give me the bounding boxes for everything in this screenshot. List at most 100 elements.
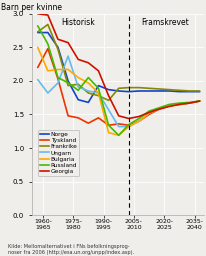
Bulgaria (147, 112, 150, 115)
Tyskland (36, 66, 39, 69)
Georgia (36, 12, 39, 15)
Norge (36, 31, 39, 34)
Russland (137, 117, 139, 120)
Norge (67, 79, 69, 82)
Tyskland (127, 124, 129, 127)
Georgia (56, 38, 59, 41)
Bulgaria (46, 69, 49, 72)
Russland (107, 124, 109, 127)
Ungarn (137, 120, 139, 123)
Bulgaria (127, 125, 129, 128)
Bulgaria (177, 103, 180, 106)
Norge (77, 98, 79, 101)
Tyskland (77, 116, 79, 119)
Frankrike (56, 48, 59, 51)
Line: Bulgaria: Bulgaria (37, 47, 199, 135)
Bulgaria (187, 102, 190, 105)
Tyskland (56, 77, 59, 80)
Georgia (97, 69, 99, 72)
Georgia (107, 94, 109, 97)
Frankrike (127, 86, 129, 89)
Frankrike (177, 89, 180, 92)
Ungarn (67, 55, 69, 58)
Ungarn (157, 108, 160, 111)
Russland (157, 106, 160, 109)
Text: Framskrevet: Framskrevet (141, 18, 188, 27)
Tyskland (87, 122, 89, 125)
Ungarn (167, 104, 170, 107)
Text: Kilde: Mellomalternativet i FNs befolkningsprog-
noser fra 2006 (http://esa.un.o: Kilde: Mellomalternativet i FNs befolkni… (8, 243, 134, 255)
Norge (198, 90, 200, 93)
Norge (127, 90, 129, 93)
Russland (67, 81, 69, 84)
Russland (117, 134, 119, 137)
Tyskland (46, 47, 49, 50)
Georgia (187, 102, 190, 105)
Georgia (167, 105, 170, 108)
Frankrike (36, 30, 39, 34)
Norge (87, 101, 89, 104)
Text: Barn per kvinne: Barn per kvinne (1, 3, 61, 12)
Bulgaria (137, 120, 139, 123)
Frankrike (157, 88, 160, 91)
Tyskland (167, 104, 170, 107)
Legend: Norge, Tyskland, Frankrike, Ungarn, Bulgaria, Russland, Georgia: Norge, Tyskland, Frankrike, Ungarn, Bulg… (38, 130, 79, 176)
Ungarn (187, 102, 190, 105)
Tyskland (187, 102, 190, 105)
Georgia (157, 108, 160, 111)
Frankrike (198, 89, 200, 92)
Bulgaria (87, 81, 89, 84)
Russland (147, 110, 150, 113)
Bulgaria (107, 131, 109, 134)
Line: Russland: Russland (37, 26, 199, 135)
Bulgaria (56, 68, 59, 71)
Norge (187, 90, 190, 93)
Russland (56, 76, 59, 79)
Georgia (117, 114, 119, 117)
Norge (117, 89, 119, 92)
Text: Historisk: Historisk (61, 18, 95, 27)
Frankrike (107, 99, 109, 102)
Ungarn (117, 125, 119, 128)
Russland (187, 101, 190, 104)
Ungarn (147, 112, 150, 115)
Norge (147, 89, 150, 92)
Frankrike (167, 88, 170, 91)
Russland (46, 42, 49, 46)
Tyskland (67, 114, 69, 117)
Frankrike (77, 83, 79, 86)
Line: Tyskland: Tyskland (37, 49, 199, 125)
Ungarn (107, 108, 109, 111)
Russland (127, 123, 129, 126)
Ungarn (198, 100, 200, 103)
Ungarn (177, 103, 180, 106)
Georgia (198, 100, 200, 103)
Ungarn (87, 89, 89, 92)
Ungarn (77, 86, 79, 89)
Ungarn (56, 81, 59, 84)
Russland (77, 89, 79, 92)
Frankrike (87, 91, 89, 94)
Russland (177, 102, 180, 105)
Ungarn (127, 125, 129, 128)
Norge (107, 88, 109, 91)
Bulgaria (97, 91, 99, 94)
Norge (97, 84, 99, 87)
Russland (87, 76, 89, 79)
Tyskland (147, 113, 150, 116)
Frankrike (67, 84, 69, 87)
Bulgaria (36, 46, 39, 49)
Line: Norge: Norge (37, 33, 199, 102)
Georgia (67, 41, 69, 44)
Frankrike (147, 87, 150, 90)
Tyskland (198, 100, 200, 103)
Tyskland (97, 116, 99, 119)
Norge (157, 89, 160, 92)
Tyskland (157, 108, 160, 111)
Line: Ungarn: Ungarn (37, 56, 199, 126)
Tyskland (107, 124, 109, 127)
Norge (137, 89, 139, 92)
Bulgaria (198, 100, 200, 103)
Ungarn (46, 91, 49, 94)
Georgia (87, 61, 89, 64)
